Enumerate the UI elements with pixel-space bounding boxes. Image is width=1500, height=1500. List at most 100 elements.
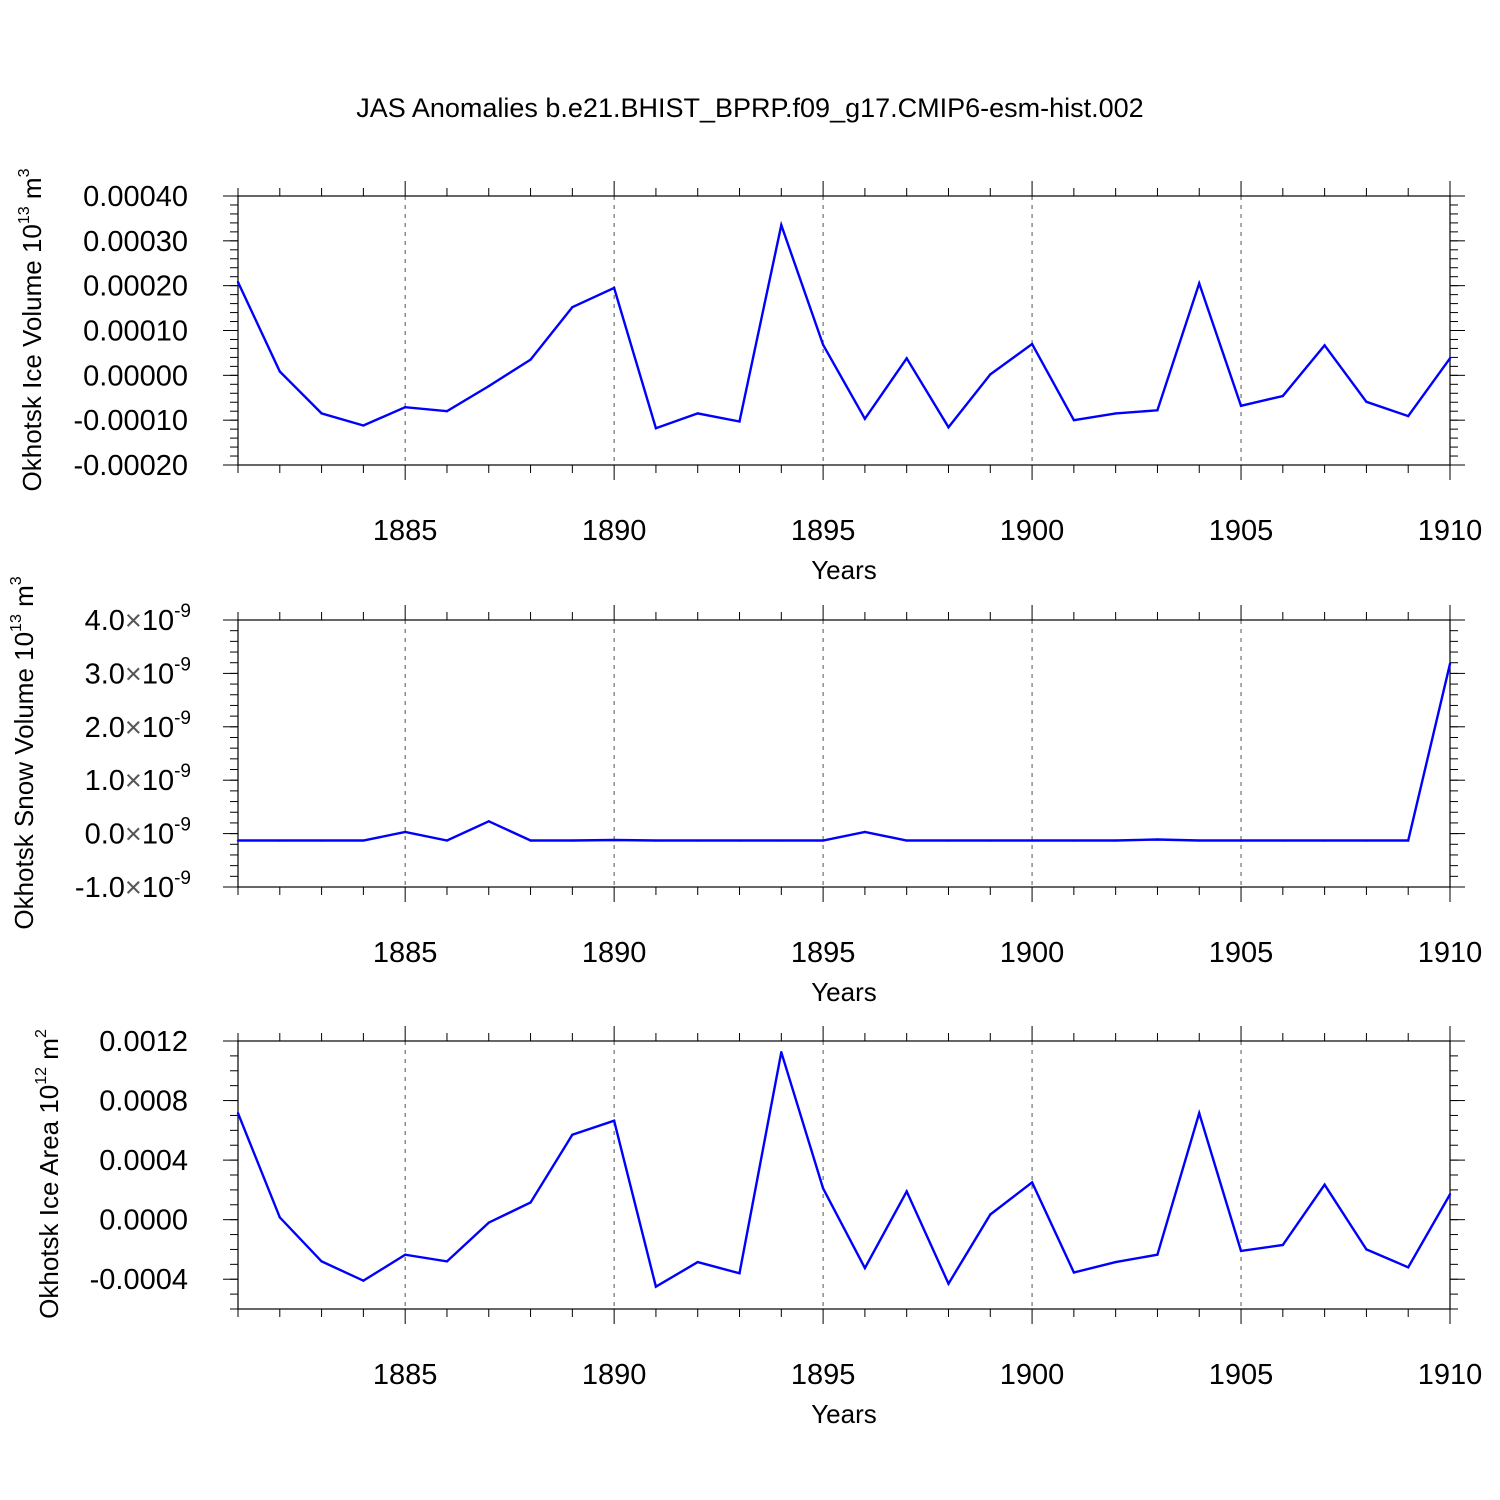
data-point <box>1239 1249 1243 1253</box>
x-tick-label: 1900 <box>1000 515 1065 547</box>
data-point <box>780 839 783 842</box>
data-point <box>362 1279 365 1282</box>
y-tick-label: 0.00020 <box>83 271 188 303</box>
data-point <box>863 417 867 421</box>
data-point <box>612 1119 616 1122</box>
data-point <box>1407 414 1410 418</box>
data-point <box>1239 404 1243 408</box>
series-line <box>236 1051 1452 1289</box>
data-point <box>236 839 240 842</box>
data-point <box>905 839 908 842</box>
x-tick-label: 1885 <box>373 1359 438 1391</box>
data-point <box>529 839 532 842</box>
y-tick-label: 0.0004 <box>99 1145 188 1177</box>
y-axis-label: Okhotsk Ice Area 1012 m2 <box>33 1029 64 1319</box>
data-point <box>1407 1266 1410 1269</box>
data-point <box>654 427 658 430</box>
data-point <box>905 357 908 360</box>
data-point <box>1198 282 1201 285</box>
data-point <box>362 424 365 427</box>
data-point <box>278 1216 281 1219</box>
data-point <box>320 412 323 415</box>
y-tick-label: -0.00010 <box>74 405 189 437</box>
data-point <box>1239 839 1243 842</box>
y-tick-label: -1.0×10-9 <box>75 868 191 904</box>
plot-frame <box>237 1040 1451 1310</box>
x-tick-label: 1890 <box>582 937 647 969</box>
x-tick-label: 1900 <box>1000 1359 1065 1391</box>
y-tick-label: 0.0012 <box>99 1026 188 1058</box>
data-point <box>1198 839 1201 842</box>
data-point <box>1407 839 1410 842</box>
data-point <box>571 305 574 309</box>
y-axis-label: Okhotsk Snow Volume 1013 m3 <box>8 576 39 929</box>
x-tick-label: 1900 <box>1000 937 1065 969</box>
data-point <box>989 373 992 376</box>
data-point <box>738 1272 741 1275</box>
x-tick-label: 1885 <box>373 515 438 547</box>
plot-frame <box>237 195 1451 466</box>
data-point <box>1114 1260 1117 1264</box>
data-point <box>696 839 699 842</box>
data-point <box>696 1260 699 1264</box>
data-point <box>654 1285 658 1288</box>
data-point <box>1030 839 1034 842</box>
data-point <box>947 839 950 842</box>
data-point <box>1072 418 1076 422</box>
data-point <box>236 1112 240 1115</box>
data-point <box>905 1190 908 1193</box>
x-tick-label: 1895 <box>791 515 856 547</box>
y-tick-label: 0.0×10-9 <box>85 815 191 851</box>
x-tick-label: 1910 <box>1418 515 1483 547</box>
data-point <box>1072 1271 1076 1274</box>
x-tick-label: 1905 <box>1209 515 1274 547</box>
data-point <box>1323 1183 1326 1186</box>
data-point <box>320 1260 323 1263</box>
data-point <box>947 1282 950 1285</box>
y-tick-label: 2.0×10-9 <box>85 708 191 744</box>
data-point <box>1114 839 1117 842</box>
data-point <box>1281 839 1285 842</box>
data-point <box>1448 357 1452 360</box>
data-point <box>1030 342 1034 346</box>
y-tick-label: -0.0004 <box>90 1264 188 1296</box>
x-tick-label: 1890 <box>582 515 647 547</box>
panel-1: -0.00020 -0.00010 0.00000 0.00010 0.00020 0.0… <box>16 168 1482 585</box>
data-point <box>278 839 281 842</box>
data-point <box>612 838 616 842</box>
data-point <box>529 358 532 361</box>
series-line <box>238 663 1452 842</box>
data-point <box>571 839 574 842</box>
x-tick-label: 1905 <box>1209 937 1274 969</box>
y-tick-label: 4.0×10-9 <box>85 601 191 637</box>
panel-2: -1.0×10-9 0.0×10-9 1.0×10-9 2.0×10-9 3.0×10-… <box>8 576 1482 1007</box>
data-point <box>1281 394 1285 398</box>
x-tick-label: 1910 <box>1418 937 1483 969</box>
y-tick-label: 1.0×10-9 <box>85 761 191 797</box>
data-point <box>1365 400 1368 403</box>
data-point <box>780 223 783 227</box>
data-point <box>1030 1181 1034 1184</box>
data-point <box>989 1213 992 1216</box>
y-tick-label: 0.0000 <box>99 1205 188 1237</box>
data-point <box>863 1266 867 1270</box>
data-point <box>236 280 240 284</box>
y-tick-label: 0.0008 <box>99 1086 188 1118</box>
data-point <box>1156 409 1159 412</box>
data-point <box>1365 839 1368 842</box>
data-point <box>445 410 449 413</box>
x-tick-label: 1895 <box>791 1359 856 1391</box>
chart-title: JAS Anomalies b.e21.BHIST_BPRP.f09_g17.C… <box>356 93 1144 123</box>
y-tick-label: 0.00040 <box>83 181 188 213</box>
y-tick-label: 0.00000 <box>83 360 188 392</box>
data-point <box>445 1260 449 1263</box>
data-point <box>947 426 950 429</box>
series-line <box>236 220 1451 430</box>
data-point <box>403 405 407 409</box>
data-point <box>1198 1112 1201 1115</box>
data-point <box>445 839 449 842</box>
data-point <box>487 820 490 823</box>
data-point <box>738 420 741 423</box>
data-point <box>780 1050 783 1054</box>
